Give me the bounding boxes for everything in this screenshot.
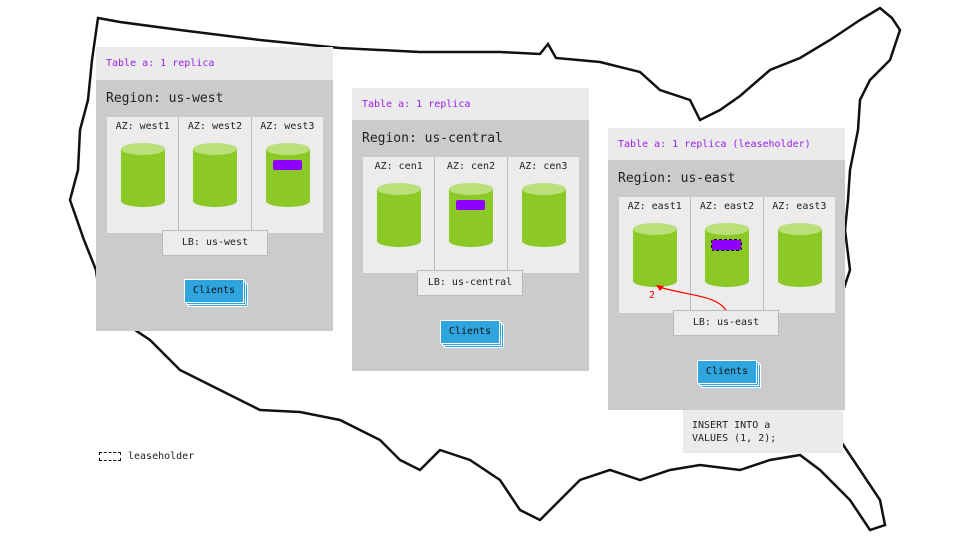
az-cen2: AZ: cen2: [435, 157, 508, 273]
node-cylinder: [705, 223, 750, 287]
replica: [456, 200, 486, 210]
region-label: Region: us-west: [106, 91, 224, 106]
region-label: Region: us-central: [362, 131, 503, 146]
replica: [272, 160, 302, 170]
table-label-us-east: Table a: 1 replica (leaseholder): [608, 128, 845, 160]
arrow-step-label: 2: [649, 290, 656, 301]
az-cen3: AZ: cen3: [508, 157, 579, 273]
node-cylinder: [121, 143, 165, 207]
clients-button[interactable]: Clients: [697, 360, 761, 388]
load-balancer: LB: us-central: [417, 270, 523, 296]
az-label: AZ: west2: [187, 121, 243, 132]
node-cylinder: [633, 223, 677, 287]
node-cylinder: [265, 143, 310, 207]
region-us-west: Region: us-west AZ: west1 AZ: west2 AZ: …: [96, 80, 333, 331]
az-label: AZ: east2: [699, 201, 755, 212]
leaseholder-legend-icon: [99, 452, 121, 461]
region-label: Region: us-east: [618, 171, 736, 186]
clients-label: Clients: [697, 360, 757, 384]
az-group: AZ: east1 AZ: east2 AZ: east3: [619, 197, 835, 313]
az-label: AZ: east3: [772, 201, 827, 212]
region-us-central: Region: us-central AZ: cen1 AZ: cen2 AZ:…: [352, 120, 589, 371]
node-cylinder: [449, 183, 494, 247]
az-label: AZ: west1: [115, 121, 170, 132]
load-balancer: LB: us-west: [162, 230, 268, 256]
region-us-east: Region: us-east AZ: east1 AZ: east2 AZ: …: [608, 160, 845, 410]
node-cylinder: [777, 223, 822, 287]
table-label-us-central: Table a: 1 replica: [352, 88, 589, 120]
sql-statement: INSERT INTO a VALUES (1, 2);: [683, 410, 843, 453]
az-west3: AZ: west3: [252, 117, 323, 233]
az-west2: AZ: west2: [179, 117, 252, 233]
az-label: AZ: cen1: [374, 161, 423, 172]
load-balancer: LB: us-east: [673, 310, 779, 336]
clients-button[interactable]: Clients: [184, 279, 248, 307]
az-group: AZ: west1 AZ: west2 AZ: west3: [107, 117, 323, 233]
az-label: AZ: cen2: [446, 161, 496, 172]
az-group: AZ: cen1 AZ: cen2 AZ: cen3: [363, 157, 579, 273]
az-cen1: AZ: cen1: [363, 157, 436, 273]
az-west1: AZ: west1: [107, 117, 180, 233]
leaseholder-replica: [711, 239, 743, 251]
az-label: AZ: cen3: [519, 161, 568, 172]
node-cylinder: [521, 183, 566, 247]
az-label: AZ: east1: [627, 201, 682, 212]
clients-button[interactable]: Clients: [440, 320, 504, 348]
node-cylinder: [377, 183, 421, 247]
az-east3: AZ: east3: [764, 197, 835, 313]
az-east1: AZ: east1: [619, 197, 692, 313]
node-cylinder: [193, 143, 238, 207]
table-label-us-west: Table a: 1 replica: [96, 47, 333, 80]
az-label: AZ: west3: [260, 121, 315, 132]
clients-label: Clients: [440, 320, 500, 344]
legend-label: leaseholder: [128, 451, 195, 462]
az-east2: AZ: east2: [691, 197, 764, 313]
clients-label: Clients: [184, 279, 244, 303]
